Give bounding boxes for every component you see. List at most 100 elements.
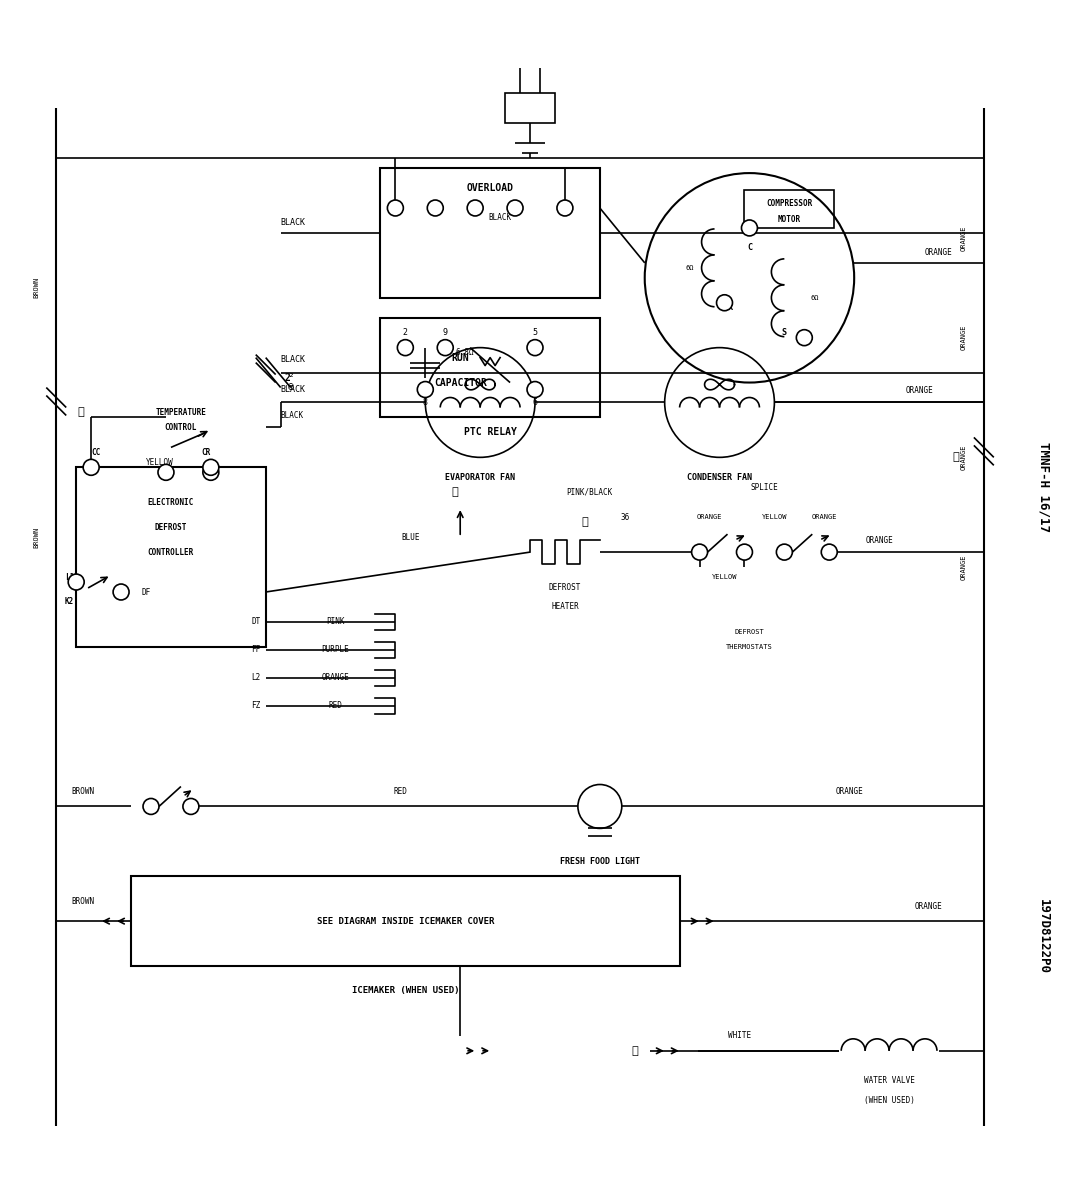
Text: CAPACITOR: CAPACITOR bbox=[434, 377, 487, 387]
Text: C: C bbox=[747, 243, 752, 253]
Text: TEMPERATURE: TEMPERATURE bbox=[155, 408, 207, 417]
Text: DF: DF bbox=[141, 588, 151, 597]
Text: 9: 9 bbox=[443, 328, 448, 337]
Circle shape bbox=[113, 584, 129, 599]
Text: ORANGE: ORANGE bbox=[865, 535, 893, 545]
Text: L2: L2 bbox=[251, 673, 261, 683]
Text: PINK: PINK bbox=[326, 617, 345, 627]
Text: 6: 6 bbox=[532, 398, 537, 407]
Text: ORANGE: ORANGE bbox=[915, 902, 942, 910]
Text: SEE DIAGRAM INSIDE ICEMAKER COVER: SEE DIAGRAM INSIDE ICEMAKER COVER bbox=[317, 916, 494, 926]
Text: YELLOW: YELLOW bbox=[146, 458, 173, 466]
Text: BROWN: BROWN bbox=[33, 278, 39, 298]
Text: BROWN: BROWN bbox=[71, 787, 95, 796]
Text: OVERLOAD: OVERLOAD bbox=[466, 183, 514, 193]
Text: ²: ² bbox=[288, 373, 294, 382]
Circle shape bbox=[437, 339, 453, 356]
Text: ORANGE: ORANGE bbox=[961, 226, 967, 250]
Text: BLACK: BLACK bbox=[281, 218, 306, 228]
Circle shape bbox=[388, 201, 404, 216]
Text: PTC RELAY: PTC RELAY bbox=[464, 427, 517, 438]
Text: EVAPORATOR FAN: EVAPORATOR FAN bbox=[445, 472, 515, 482]
Text: ORANGE: ORANGE bbox=[811, 514, 837, 520]
Bar bbox=[76, 468, 266, 647]
Circle shape bbox=[183, 799, 199, 814]
Circle shape bbox=[428, 201, 444, 216]
Text: BROWN: BROWN bbox=[71, 896, 95, 906]
Text: ORANGE: ORANGE bbox=[697, 514, 723, 520]
Text: WATER VALVE: WATER VALVE bbox=[864, 1077, 914, 1085]
Text: BLACK: BLACK bbox=[489, 214, 512, 222]
Circle shape bbox=[507, 201, 523, 216]
Text: WHITE: WHITE bbox=[728, 1032, 751, 1040]
Text: ORANGE: ORANGE bbox=[961, 325, 967, 350]
Text: ①: ① bbox=[631, 1046, 639, 1055]
Text: COMPRESSOR: COMPRESSOR bbox=[766, 198, 812, 208]
Circle shape bbox=[822, 544, 837, 560]
Circle shape bbox=[158, 464, 174, 481]
Text: YELLOW: YELLOW bbox=[712, 575, 738, 580]
Text: ORANGE: ORANGE bbox=[905, 386, 933, 395]
Text: 36: 36 bbox=[620, 513, 629, 522]
Circle shape bbox=[417, 381, 433, 398]
Text: DEFROST: DEFROST bbox=[155, 522, 187, 532]
Circle shape bbox=[143, 799, 159, 814]
Text: ORANGE: ORANGE bbox=[961, 445, 967, 470]
Text: ®: ® bbox=[288, 382, 294, 393]
Text: (WHEN USED): (WHEN USED) bbox=[864, 1096, 914, 1105]
Bar bbox=[380, 169, 600, 298]
Circle shape bbox=[716, 294, 732, 311]
Text: 2: 2 bbox=[403, 328, 408, 337]
Text: ORANGE: ORANGE bbox=[836, 787, 863, 796]
Text: PINK/BLACK: PINK/BLACK bbox=[567, 488, 613, 497]
Text: FZ: FZ bbox=[251, 702, 261, 710]
Text: CONTROLLER: CONTROLLER bbox=[148, 547, 194, 557]
Text: BROWN: BROWN bbox=[33, 527, 39, 547]
Text: CC: CC bbox=[92, 447, 101, 457]
Text: ORANGE: ORANGE bbox=[925, 248, 953, 258]
Text: K2: K2 bbox=[65, 597, 74, 607]
Text: CONDENSER FAN: CONDENSER FAN bbox=[687, 472, 752, 482]
Circle shape bbox=[68, 575, 84, 590]
Bar bbox=[744, 190, 835, 228]
Text: ⑤: ⑤ bbox=[452, 487, 459, 497]
Text: BLACK: BLACK bbox=[281, 411, 304, 420]
Text: ④: ④ bbox=[952, 452, 959, 463]
Circle shape bbox=[741, 220, 757, 236]
Text: CONTROL: CONTROL bbox=[165, 423, 197, 432]
Text: ORANGE: ORANGE bbox=[322, 673, 349, 683]
Text: DT: DT bbox=[251, 617, 261, 627]
Text: RUN: RUN bbox=[451, 353, 468, 362]
Text: R: R bbox=[727, 303, 732, 312]
Text: ICEMAKER (WHEN USED): ICEMAKER (WHEN USED) bbox=[351, 986, 459, 996]
Text: RED: RED bbox=[393, 787, 407, 796]
Text: 8: 8 bbox=[423, 398, 428, 407]
Text: S: S bbox=[782, 328, 787, 337]
Text: ⑥: ⑥ bbox=[582, 518, 588, 527]
Circle shape bbox=[691, 544, 708, 560]
Text: BLACK: BLACK bbox=[281, 385, 306, 394]
Bar bbox=[380, 318, 600, 418]
Text: RED: RED bbox=[328, 702, 342, 710]
Text: BLACK: BLACK bbox=[281, 355, 306, 364]
Text: 6.8Ω: 6.8Ω bbox=[456, 348, 475, 357]
Bar bbox=[505, 94, 555, 123]
Text: ELECTRONIC: ELECTRONIC bbox=[148, 497, 194, 507]
Text: SPLICE: SPLICE bbox=[751, 483, 779, 491]
Text: DEFROST: DEFROST bbox=[549, 583, 582, 591]
Text: L1: L1 bbox=[65, 572, 74, 582]
Circle shape bbox=[527, 381, 543, 398]
Text: TMNF-H 16/17: TMNF-H 16/17 bbox=[1037, 443, 1050, 532]
Circle shape bbox=[527, 339, 543, 356]
Circle shape bbox=[737, 544, 753, 560]
Circle shape bbox=[777, 544, 793, 560]
Text: ③: ③ bbox=[78, 407, 85, 418]
Circle shape bbox=[796, 330, 812, 345]
Text: CR: CR bbox=[201, 447, 210, 457]
Text: 5: 5 bbox=[532, 328, 537, 337]
Text: 6Ω: 6Ω bbox=[810, 294, 819, 300]
Text: 6Ω: 6Ω bbox=[685, 265, 694, 271]
Text: HEATER: HEATER bbox=[551, 603, 578, 611]
Circle shape bbox=[397, 339, 414, 356]
Circle shape bbox=[202, 459, 219, 475]
